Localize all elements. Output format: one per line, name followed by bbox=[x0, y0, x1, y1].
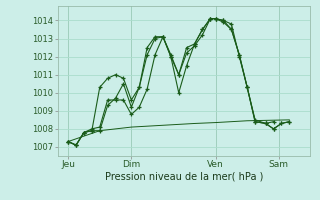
X-axis label: Pression niveau de la mer( hPa ): Pression niveau de la mer( hPa ) bbox=[105, 172, 263, 182]
